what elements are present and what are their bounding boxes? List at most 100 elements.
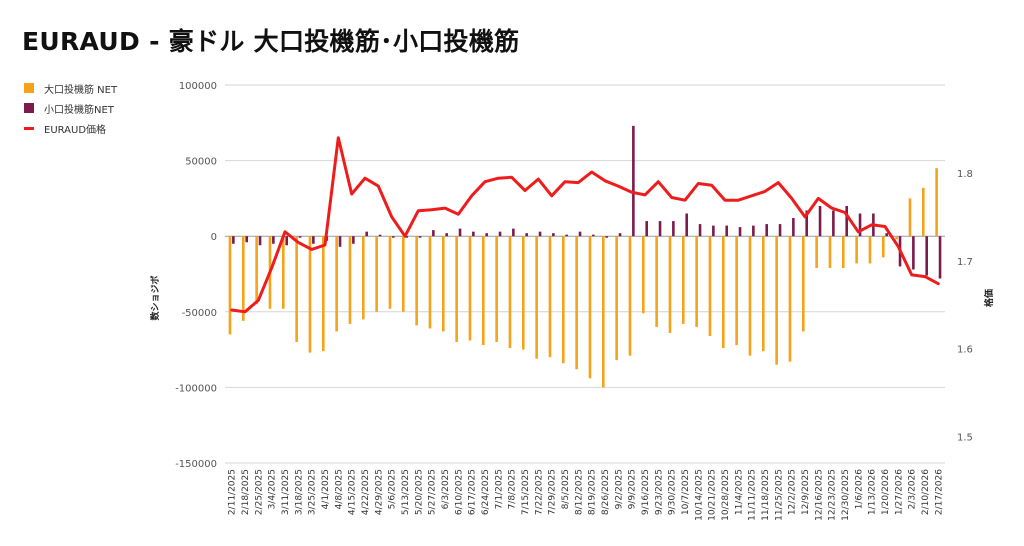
bar-large-net (255, 236, 258, 305)
bar-large-net (495, 236, 498, 343)
bar-large-net (295, 236, 298, 343)
x-tick-label: 7/1/2025 (494, 469, 504, 509)
bar-large-net (615, 236, 618, 361)
bar-small-net (392, 236, 395, 238)
x-tick-label: 4/1/2025 (321, 469, 331, 509)
right-tick-label: 1.5 (957, 433, 973, 444)
chart-title: EURAUD - 豪ドル 大口投機筋･小口投機筋 (22, 27, 520, 56)
x-tick-label: 6/10/2025 (454, 469, 464, 515)
x-tick-label: 11/18/2025 (761, 469, 771, 521)
bar-small-net (885, 233, 888, 237)
bar-small-net (272, 236, 275, 244)
bar-large-net (802, 236, 805, 332)
bar-small-net (765, 224, 768, 237)
x-tick-label: 3/11/2025 (281, 469, 291, 515)
bar-large-net (602, 236, 605, 388)
bar-small-net (298, 236, 302, 238)
x-tick-label: 4/15/2025 (348, 469, 358, 515)
bar-small-net (232, 236, 235, 244)
bar-small-net (498, 231, 502, 237)
bar-small-net (445, 233, 448, 237)
bar-small-net (618, 233, 622, 237)
bar-large-net (402, 236, 405, 312)
x-tick-label: 2/10/2026 (921, 469, 931, 515)
bar-large-net (535, 236, 538, 359)
bar-large-net (548, 236, 552, 358)
right-tick-label: 1.6 (957, 345, 973, 356)
bar-small-net (458, 228, 462, 237)
price-series-line (230, 136, 940, 314)
bar-large-net (882, 236, 885, 258)
x-tick-label: 10/14/2025 (694, 469, 704, 521)
bar-large-net (655, 236, 658, 327)
legend-label-price: EURAUD価格 (44, 124, 107, 136)
x-tick-label: 1/13/2026 (868, 469, 878, 515)
bar-small-net (418, 236, 422, 238)
bar-small-net (818, 205, 822, 237)
x-tick-label: 10/7/2025 (681, 469, 691, 515)
bar-large-net (575, 236, 578, 370)
bar-large-net (762, 236, 765, 352)
bar-small-net (525, 233, 528, 237)
bar-small-net (938, 236, 942, 279)
x-tick-label: 7/22/2025 (534, 469, 544, 515)
bar-large-net (468, 236, 472, 341)
axes: 100000 50000 0 -50000 -100000 -150000 1.8 1.7 1.… (149, 81, 995, 521)
x-tick-label: 2/25/2025 (254, 469, 264, 515)
x-tick-label: 3/4/2025 (268, 469, 278, 509)
x-tick-label: 11/25/2025 (774, 469, 784, 521)
x-tick-label: 7/29/2025 (548, 469, 558, 515)
bar-small-net (685, 213, 688, 237)
x-tick-label: 12/30/2025 (841, 469, 851, 521)
x-tick-label: 8/26/2025 (601, 469, 611, 515)
bar-large-net (842, 236, 845, 268)
bar-large-net (922, 187, 925, 237)
bar-large-net (642, 236, 645, 314)
x-tick-label: 4/29/2025 (374, 469, 384, 515)
bar-small-net (312, 236, 315, 244)
bar-small-net (432, 230, 435, 237)
x-tick-label: 6/24/2025 (481, 469, 491, 515)
bar-large-net (682, 236, 685, 324)
bar-large-net (868, 236, 872, 264)
x-tick-label: 9/16/2025 (641, 469, 651, 515)
bar-small-net (592, 234, 595, 237)
grid-lines (225, 84, 945, 464)
bar-large-net (455, 236, 458, 343)
bar-large-net (562, 236, 565, 364)
bar-small-net (658, 221, 662, 237)
x-tick-label: 8/19/2025 (588, 469, 598, 515)
bar-small-net (632, 125, 635, 237)
bar-small-net (538, 231, 542, 237)
bar-small-net (858, 213, 862, 237)
x-tick-label: 2/17/2026 (934, 469, 944, 515)
bar-small-net (738, 227, 742, 237)
x-tick-label: 7/8/2025 (508, 469, 518, 509)
bar-small-net (752, 225, 755, 237)
legend-item-small: 小口投機筋NET (24, 98, 117, 118)
bar-large-net (815, 236, 818, 268)
bar-large-net (695, 236, 698, 327)
bar-large-net (348, 236, 352, 324)
x-tick-label: 2/11/2025 (228, 469, 238, 515)
bar-small-net (405, 236, 408, 238)
bar-large-net (442, 236, 445, 332)
bar-small-net (565, 234, 568, 237)
legend-item-large: 大口投機筋 NET (24, 78, 117, 98)
x-tick-label: 10/21/2025 (708, 469, 718, 521)
bar-small-net (805, 210, 808, 237)
left-tick-label: -150000 (175, 459, 217, 470)
x-tick-label: 12/2/2025 (788, 469, 798, 515)
x-tick-label: 3/25/2025 (308, 469, 318, 515)
x-tick-label: 12/9/2025 (801, 469, 811, 515)
bar-small-net (578, 231, 582, 237)
bar-large-net (628, 236, 632, 356)
bar-large-net (935, 168, 938, 237)
bar-large-net (828, 236, 832, 268)
bar-small-net (352, 236, 355, 244)
x-tick-label: 4/22/2025 (361, 469, 371, 515)
bar-small-net (338, 236, 342, 247)
bar-large-net (855, 236, 858, 264)
bar-large-net (895, 236, 898, 240)
